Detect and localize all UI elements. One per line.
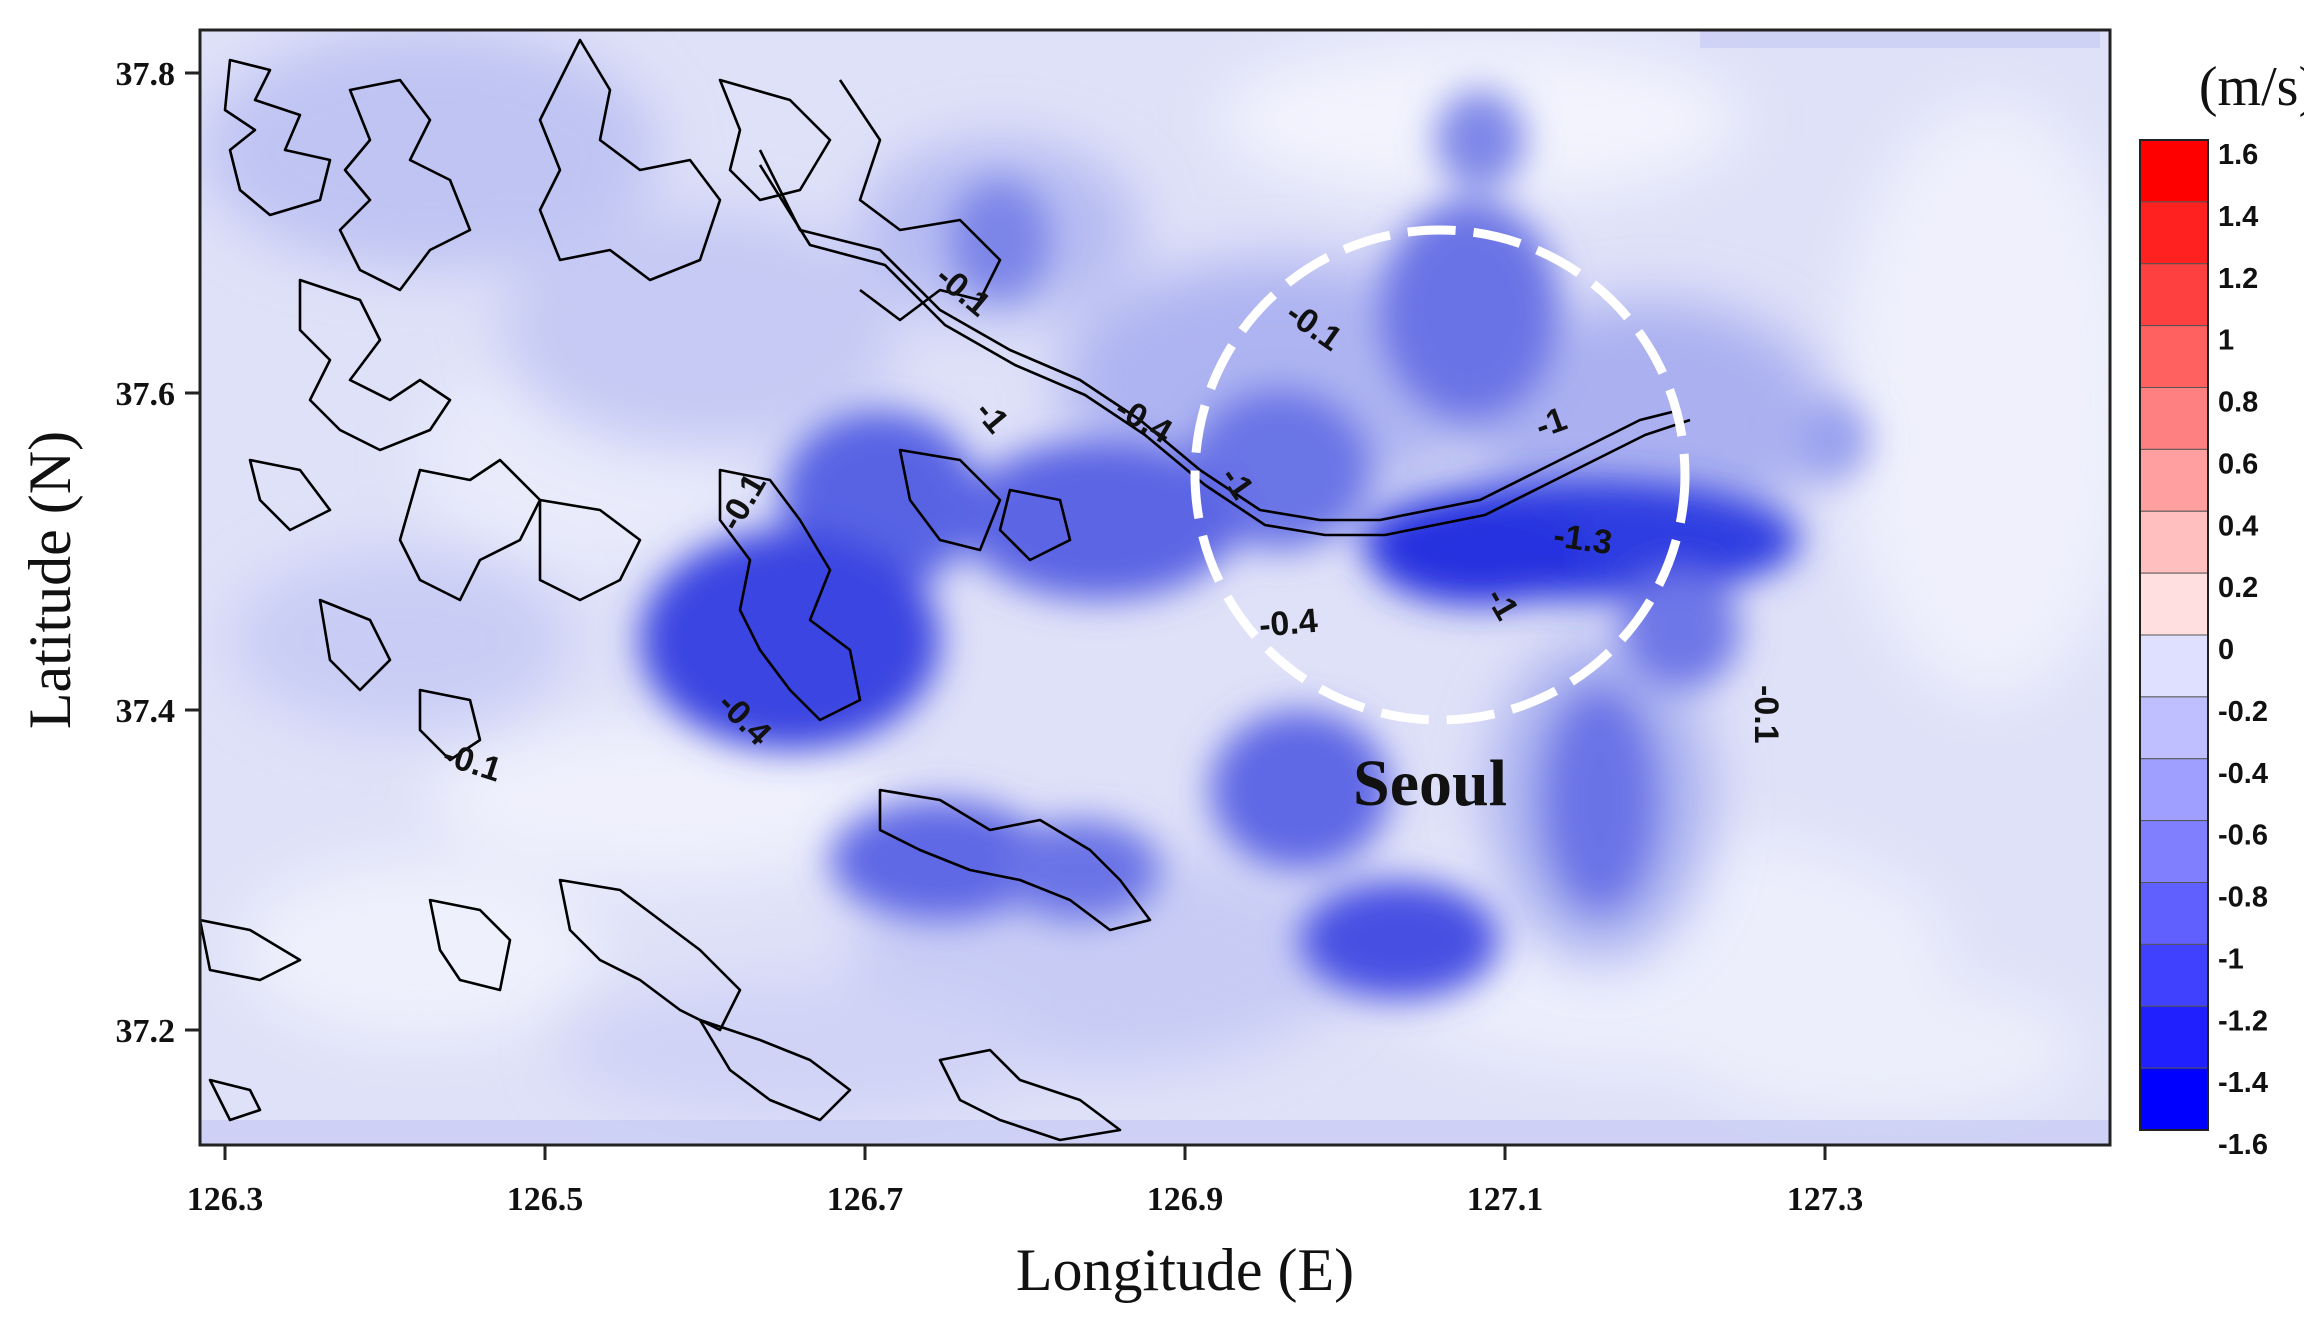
colorbar: (m/s) 1.6 1.4 1.2 1 0.8 0.6 0.4 0.2 0 -0.2 -0.4 -0.… <box>2139 56 2304 1161</box>
y-tick-label: 37.6 <box>116 376 176 413</box>
y-tick-label: 37.8 <box>116 56 176 93</box>
y-axis-title: Latitude (N) <box>17 431 83 729</box>
x-tick-label: 127.1 <box>1467 1181 1544 1218</box>
colorbar-tick-label: 1 <box>2218 325 2234 357</box>
colorbar-tick-label: 0 <box>2218 634 2234 666</box>
moderate-zones <box>200 30 1830 1120</box>
colorbar-cell <box>2139 572 2209 636</box>
contour-label: -0.4 <box>1257 602 1319 645</box>
colorbar-cell <box>2139 510 2209 574</box>
colorbar-cell <box>2139 139 2209 203</box>
map-frame <box>198 28 2112 1147</box>
x-tick-label: 126.3 <box>187 1181 264 1218</box>
contour-label: -0.1 <box>1747 685 1785 744</box>
x-tick-label: 126.5 <box>507 1181 584 1218</box>
colorbar-cell <box>2139 634 2209 698</box>
colorbar-cell <box>2139 820 2209 883</box>
colorbar-unit: (m/s) <box>2199 56 2304 118</box>
colorbar-tick-label: -1.2 <box>2218 1005 2268 1037</box>
colorbar-tick-label: -0.6 <box>2218 820 2268 852</box>
colorbar-frame <box>2139 139 2209 1131</box>
colorbar-cells <box>2139 139 2209 1131</box>
colorbar-tick-label: 0.2 <box>2218 572 2258 604</box>
colorbar-tick-label: 1.2 <box>2218 263 2258 295</box>
colorbar-tick-label: 0.4 <box>2218 510 2258 542</box>
colorbar-tick-label: 1.4 <box>2218 201 2258 233</box>
colorbar-tick-label: -0.4 <box>2218 758 2268 790</box>
y-tick-label: 37.4 <box>116 693 176 730</box>
colorbar-cell <box>2139 1067 2209 1131</box>
colorbar-tick-label: 1.6 <box>2218 139 2258 171</box>
y-axis-tick-labels: 37.8 37.6 37.4 37.2 <box>116 56 176 1050</box>
colorbar-tick-label: -1.4 <box>2218 1067 2268 1099</box>
colorbar-tick-label: -0.2 <box>2218 696 2268 728</box>
city-label-seoul: Seoul <box>1353 747 1507 820</box>
colorbar-cell <box>2139 448 2209 512</box>
colorbar-cell <box>2139 263 2209 327</box>
colorbar-cell <box>2139 758 2209 822</box>
wind-field <box>200 30 2110 1145</box>
x-tick-label: 127.3 <box>1787 1181 1864 1218</box>
light-zones <box>240 40 2110 1120</box>
colorbar-tick-label: -1 <box>2218 943 2244 975</box>
colorbar-cell <box>2139 387 2209 450</box>
colorbar-cell <box>2139 325 2209 388</box>
seoul-highlight-circle <box>1190 225 1690 725</box>
x-axis-title: Longitude (E) <box>1016 1237 1354 1303</box>
contour-label: -1.3 <box>1551 516 1614 562</box>
colorbar-cell <box>2139 201 2209 265</box>
colorbar-labels: 1.6 1.4 1.2 1 0.8 0.6 0.4 0.2 0 -0.2 -0.4 -0.6 -0.8 -… <box>2218 139 2268 1161</box>
colorbar-tick-label: 0.6 <box>2218 448 2258 480</box>
colorbar-tick-label: 0.8 <box>2218 387 2258 419</box>
x-tick-label: 126.9 <box>1147 1181 1224 1218</box>
x-axis-tick-labels: 126.3 126.5 126.7 126.9 127.1 127.3 <box>187 1181 1864 1218</box>
axis-ticks <box>185 71 1827 1160</box>
colorbar-cell <box>2139 882 2209 945</box>
colorbar-tick-label: -0.8 <box>2218 882 2268 914</box>
colorbar-cell <box>2139 1005 2209 1069</box>
x-tick-label: 126.7 <box>827 1181 904 1218</box>
colorbar-tick-label: -1.6 <box>2218 1129 2268 1161</box>
y-tick-label: 37.2 <box>116 1013 176 1050</box>
coastline-outlines <box>200 38 1691 1142</box>
map-panel: -0.1 -0.4 -1 -1.3 -0.4 -1 -0.1 -0.1 -0.4… <box>17 28 2112 1303</box>
colorbar-cell <box>2139 943 2209 1007</box>
colorbar-cell <box>2139 696 2209 760</box>
